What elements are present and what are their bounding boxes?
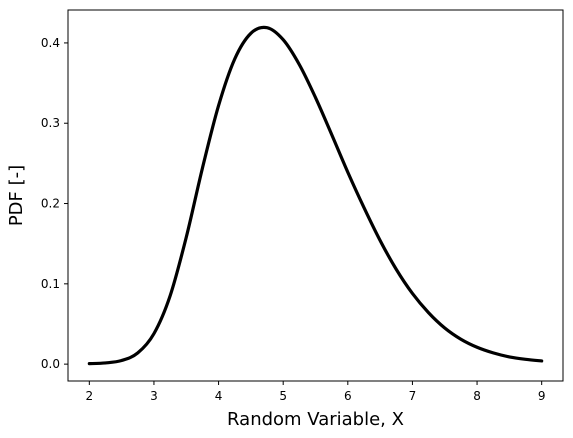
y-tick-label: 0.4: [41, 36, 60, 50]
x-tick-label: 7: [409, 389, 417, 403]
y-axis-label: PDF [-]: [6, 165, 27, 226]
x-tick-label: 9: [538, 389, 546, 403]
x-tick-label: 2: [86, 389, 94, 403]
x-tick-label: 6: [344, 389, 352, 403]
x-axis-ticks: 2 3 4 5 6 7 8 9: [86, 381, 546, 403]
x-tick-label: 4: [215, 389, 223, 403]
y-tick-label: 0.2: [41, 197, 60, 211]
x-tick-label: 8: [473, 389, 481, 403]
y-axis-ticks: 0.0 0.1 0.2 0.3 0.4: [41, 36, 68, 371]
y-tick-label: 0.1: [41, 277, 60, 291]
x-tick-label: 3: [150, 389, 158, 403]
x-tick-label: 5: [279, 389, 287, 403]
plot-area-frame: [67, 9, 564, 382]
series-line-pdf: [87, 25, 544, 366]
x-axis-label: Random Variable, X: [227, 409, 404, 430]
y-tick-label: 0.3: [41, 116, 60, 130]
y-tick-label: 0.0: [41, 357, 60, 371]
